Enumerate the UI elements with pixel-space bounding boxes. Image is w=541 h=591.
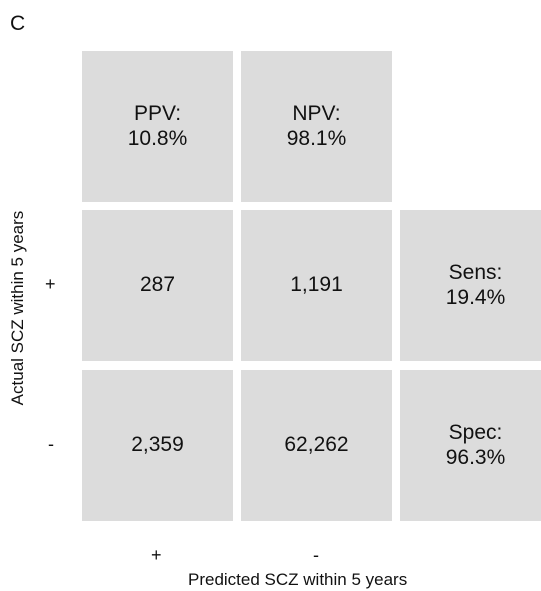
y-tick-negative: - — [48, 434, 54, 454]
spec-label: Spec: — [448, 421, 503, 445]
false-positive-count: 2,359 — [131, 433, 184, 457]
x-tick-positive: + — [151, 545, 162, 565]
ppv-value: 10.8% — [127, 126, 188, 150]
npv-label: NPV: — [292, 102, 341, 126]
ppv-label: PPV: — [133, 102, 182, 126]
spec-cell: Spec: 96.3% — [400, 370, 541, 521]
ppv-cell: PPV: 10.8% — [82, 51, 233, 202]
false-negative-count: 1,191 — [290, 273, 343, 297]
matrix-cell-tp: 287 — [82, 210, 233, 361]
matrix-cell-tn: 62,262 — [241, 370, 392, 521]
x-tick-negative: - — [313, 545, 319, 565]
matrix-cell-fn: 1,191 — [241, 210, 392, 361]
sens-cell: Sens: 19.4% — [400, 210, 541, 361]
npv-cell: NPV: 98.1% — [241, 51, 392, 202]
sens-label: Sens: — [448, 261, 503, 285]
spec-value: 96.3% — [445, 445, 506, 469]
y-axis-label: Actual SCZ within 5 years — [8, 210, 27, 406]
true-positive-count: 287 — [139, 273, 176, 297]
y-tick-positive: + — [45, 274, 56, 294]
sens-value: 19.4% — [445, 285, 506, 309]
true-negative-count: 62,262 — [284, 433, 349, 457]
matrix-cell-fp: 2,359 — [82, 370, 233, 521]
npv-value: 98.1% — [286, 126, 347, 150]
panel-label: C — [10, 12, 26, 35]
x-axis-label: Predicted SCZ within 5 years — [188, 570, 408, 589]
